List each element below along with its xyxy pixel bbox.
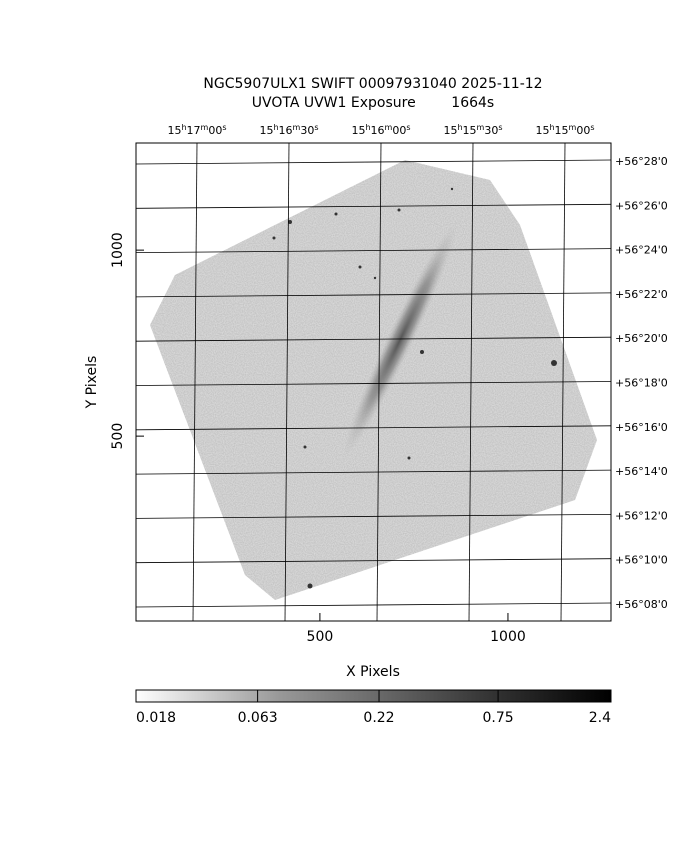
ra-grid-line [284, 142, 290, 622]
dec-grid-line [135, 292, 612, 298]
x-tick-label: 1000 [490, 629, 526, 645]
dec-grid-line [135, 336, 612, 342]
ra-grid-line [192, 142, 198, 622]
right-axis-label: +56°10'0 [615, 554, 668, 567]
y-tick-label: 500 [110, 423, 126, 450]
top-axis-label: 15h15m00s [535, 123, 594, 138]
right-axis-label: +56°12'0 [615, 509, 668, 522]
colorbar-tick-label: 0.75 [482, 710, 513, 726]
ra-grid-line [376, 142, 382, 622]
dec-grid-line [135, 203, 612, 209]
x-axis-label: X Pixels [346, 664, 400, 680]
right-axis-label: +56°24'0 [615, 244, 668, 257]
right-axis-label: +56°22'0 [615, 288, 668, 301]
right-axis-label: +56°18'0 [615, 377, 668, 390]
top-axis-label: 15h15m30s [443, 123, 502, 138]
dec-grid-line [135, 381, 612, 386]
right-axis-label: +56°20'0 [615, 332, 668, 345]
image [150, 160, 597, 600]
top-axis-label: 15h17m00s [167, 123, 226, 138]
right-axis-label: +56°28'0 [615, 155, 668, 168]
colorbar-tick-label: 0.22 [363, 710, 394, 726]
dec-grid-line [135, 469, 612, 475]
dec-grid-line [135, 248, 612, 253]
top-axis-label: 15h16m30s [259, 123, 318, 138]
right-axis-label: +56°14'0 [615, 465, 668, 478]
colorbar-tick-label: 2.4 [589, 710, 611, 726]
subtitle: UVOTA UVW1 Exposure 1664s [252, 95, 494, 111]
right-axis-label: +56°08'0 [615, 598, 668, 611]
y-axis-label: Y Pixels [84, 356, 100, 410]
x-tick-label: 500 [307, 629, 334, 645]
right-axis-label: +56°26'0 [615, 199, 668, 212]
y-tick-label: 1000 [110, 232, 126, 268]
dec-grid-line [135, 425, 612, 431]
ra-grid-line [468, 142, 474, 622]
plot-frame [135, 142, 612, 622]
colorbar [135, 689, 612, 703]
dec-grid-line [135, 558, 612, 564]
dec-grid-line [135, 514, 612, 519]
title: NGC5907ULX1 SWIFT 00097931040 2025-11-12 [203, 76, 542, 92]
right-axis-label: +56°16'0 [615, 421, 668, 434]
top-axis-label: 15h16m00s [351, 123, 410, 138]
colorbar-tick-label: 0.018 [136, 710, 176, 726]
dec-grid-line [135, 602, 612, 608]
dec-grid-line [135, 159, 612, 165]
colorbar-tick-label: 0.063 [238, 710, 278, 726]
